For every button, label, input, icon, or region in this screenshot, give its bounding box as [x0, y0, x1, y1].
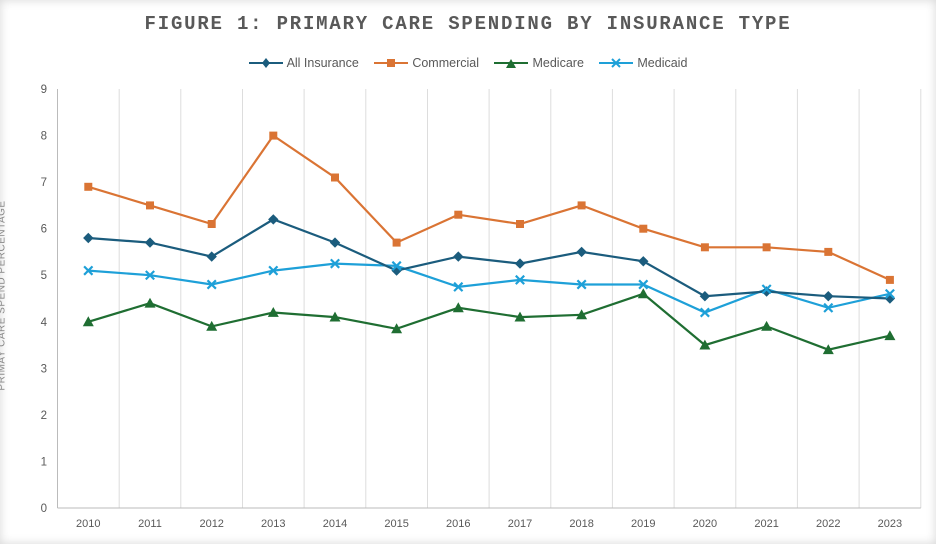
svg-text:2010: 2010: [76, 518, 100, 530]
svg-text:7: 7: [41, 177, 47, 189]
svg-text:2016: 2016: [446, 518, 470, 530]
svg-text:2023: 2023: [878, 518, 902, 530]
svg-text:9: 9: [41, 84, 47, 96]
svg-text:2019: 2019: [631, 518, 655, 530]
svg-text:2020: 2020: [693, 518, 717, 530]
svg-text:2013: 2013: [261, 518, 285, 530]
svg-text:2012: 2012: [199, 518, 223, 530]
svg-text:2: 2: [41, 410, 47, 422]
svg-text:2011: 2011: [138, 518, 162, 530]
svg-text:0: 0: [41, 503, 47, 515]
svg-text:2022: 2022: [816, 518, 840, 530]
svg-text:5: 5: [41, 270, 47, 282]
svg-text:2017: 2017: [508, 518, 532, 530]
svg-text:3: 3: [41, 363, 47, 375]
svg-text:2018: 2018: [569, 518, 593, 530]
svg-text:4: 4: [41, 317, 48, 329]
svg-text:2021: 2021: [754, 518, 778, 530]
svg-text:2014: 2014: [323, 518, 347, 530]
svg-text:8: 8: [41, 131, 47, 143]
svg-text:1: 1: [41, 456, 47, 468]
svg-text:6: 6: [41, 224, 47, 236]
svg-text:2015: 2015: [384, 518, 408, 530]
